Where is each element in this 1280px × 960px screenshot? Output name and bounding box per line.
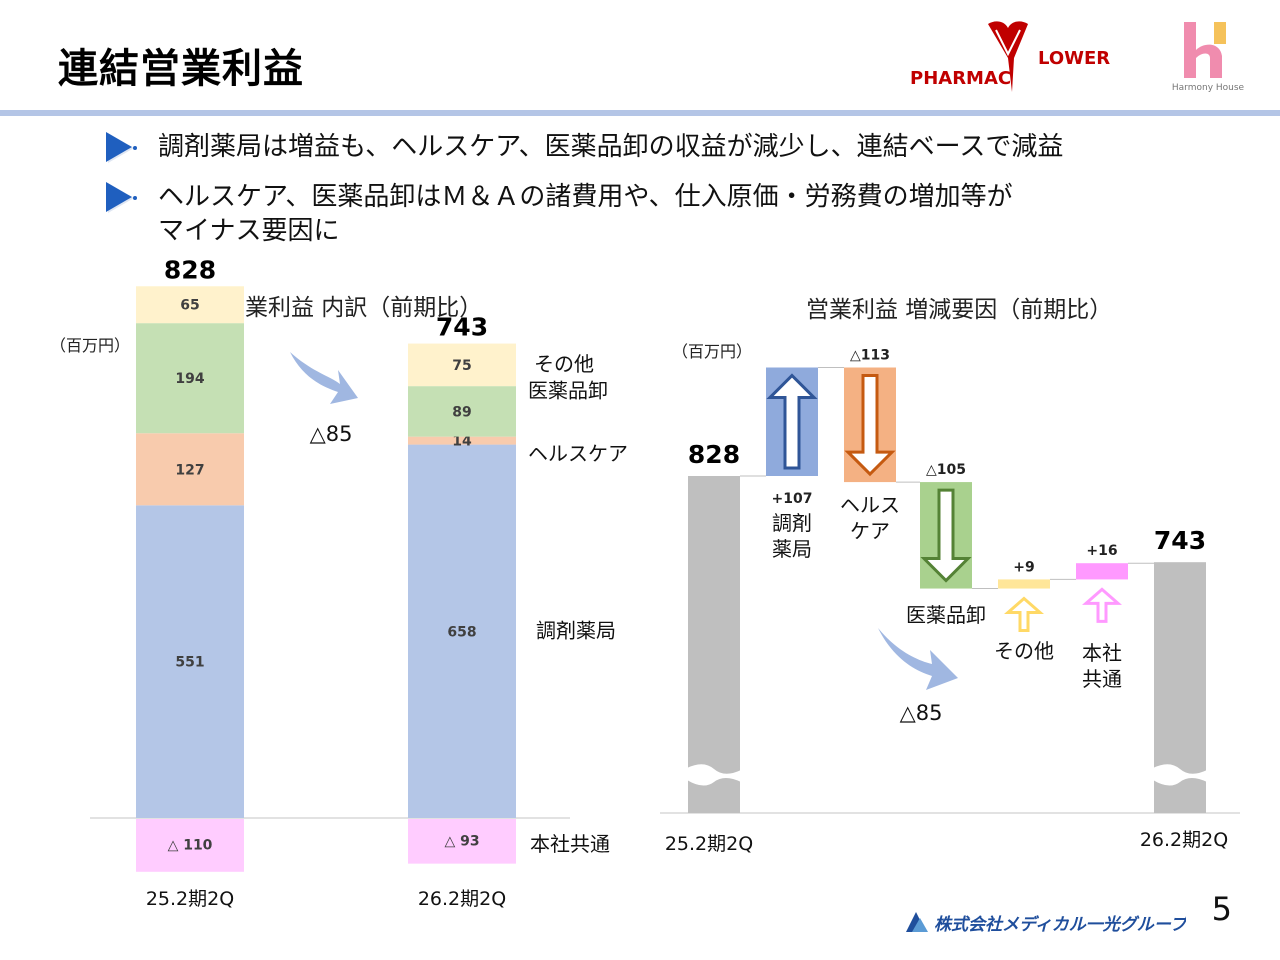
segment-value-label: 658: [447, 624, 476, 640]
legend-label: 調剤薬局: [536, 618, 616, 642]
harmony-h-icon: [1184, 22, 1196, 78]
legend-label: 本社共通: [530, 832, 610, 856]
other-segment: [408, 343, 516, 387]
up-arrow-icon: [766, 373, 818, 470]
segment-value-label: 75: [452, 358, 471, 374]
decrease-swoosh-arrow-icon: [878, 628, 958, 690]
segment-value-label: 14: [452, 434, 472, 450]
step-category-label: 本社: [1082, 641, 1122, 665]
healthcare-segment: [136, 433, 244, 506]
wholesale-segment: [408, 386, 516, 437]
axis-break-mark: [1153, 764, 1207, 786]
harmony-house-logo: Harmony House: [1172, 22, 1245, 93]
bullet-text-continued: マイナス要因に: [158, 216, 340, 246]
step-category-label: その他: [994, 639, 1054, 663]
bullet-text: ヘルスケア、医薬品卸はＭ＆Ａの諸費用や、仕入原価・労務費の増加等が: [158, 182, 1013, 212]
left-chart-unit: （百万円）: [50, 336, 131, 355]
x-axis-tick-label: 26.2期2Q: [1140, 829, 1228, 851]
change-label: △85: [900, 701, 943, 725]
other-segment: [136, 286, 244, 324]
legend-label: ヘルスケア: [528, 442, 628, 466]
healthcare-segment: [408, 436, 516, 445]
company-logo: 株式会社メディカル一光グループ: [906, 912, 1186, 935]
hq-negative-segment: [408, 819, 516, 864]
bullet-text: 調剤薬局は増益も、ヘルスケア、医薬品卸の収益が減少し、連結ベースで減益: [158, 132, 1064, 162]
axis-break-mark: [687, 764, 741, 786]
segment-value-label: 127: [175, 462, 204, 478]
pharmacy-segment: [408, 444, 516, 818]
step-value-label: +16: [1086, 543, 1117, 559]
segment-value-label: 65: [180, 298, 199, 314]
step-category-label: ヘルス: [840, 493, 900, 517]
segment-value-label: 551: [175, 655, 204, 671]
flower-icon: [988, 21, 1028, 93]
company-name: 株式会社メディカル一光グループ: [934, 915, 1186, 935]
harmony-logo-text: Harmony House: [1172, 83, 1245, 93]
step-value-label: △105: [926, 462, 966, 478]
segment-value-label: 194: [175, 371, 204, 387]
bullet-arrow-icon: [106, 132, 137, 163]
segment-value-label: △ 110: [168, 837, 213, 853]
up-arrow-icon: [1004, 596, 1044, 633]
end-total-label: 743: [1154, 526, 1206, 555]
step-category-label: ケア: [850, 519, 890, 543]
right-chart-unit: （百万円）: [672, 342, 753, 361]
pharmacy-logo-right-text: LOWER: [1038, 48, 1110, 69]
start-total-label: 828: [688, 440, 740, 469]
stacked-bar-chart: 551 127 194 65 △ 110 828 25.2期2Q 658 14 89 75 △ 93 7…: [90, 255, 628, 910]
pharmacy-logo-left-text: PHARMAC: [910, 68, 1011, 89]
start-total-bar: [688, 476, 740, 813]
title-divider: [0, 110, 1280, 116]
step-category-label: 医薬品卸: [906, 603, 986, 627]
segment-value-label: 89: [452, 404, 471, 420]
step-category-label: 共通: [1082, 667, 1122, 691]
total-value-label: 828: [164, 255, 216, 284]
legend-label: 医薬品卸: [528, 378, 608, 402]
pharmacy-logo: PHARMAC LOWER: [910, 21, 1110, 93]
change-label: △85: [310, 422, 353, 446]
x-axis-tick-label: 25.2期2Q: [665, 833, 753, 855]
step-category-label: 調剤: [772, 511, 812, 535]
step-category-label: 薬局: [772, 537, 812, 561]
page-title: 連結営業利益: [58, 46, 304, 92]
legend-label: その他: [534, 352, 594, 376]
segment-value-label: △ 93: [444, 833, 479, 849]
down-arrow-icon: [844, 374, 896, 477]
right-chart-title: 営業利益 増減要因（前期比）: [806, 297, 1113, 323]
total-value-label: 743: [436, 313, 488, 342]
up-arrow-icon: [1082, 587, 1122, 623]
x-axis-tick-label: 25.2期2Q: [146, 888, 234, 910]
down-arrow-icon: [920, 488, 972, 583]
bullet-arrow-icon: [106, 182, 137, 213]
other-step-bar: [998, 579, 1050, 589]
hq-negative-segment: [136, 819, 244, 872]
pharmacy-segment: [136, 505, 244, 818]
left-chart-title: 営業利益 内訳（前期比）: [222, 295, 483, 321]
hq-step-bar: [1076, 563, 1128, 580]
wholesale-segment: [136, 323, 244, 434]
x-axis-tick-label: 26.2期2Q: [418, 888, 506, 910]
step-value-label: +107: [772, 491, 813, 507]
page-number: 5: [1211, 890, 1232, 928]
step-value-label: +9: [1013, 559, 1034, 575]
decrease-swoosh-arrow-icon: [290, 352, 358, 404]
step-value-label: △113: [850, 348, 890, 364]
